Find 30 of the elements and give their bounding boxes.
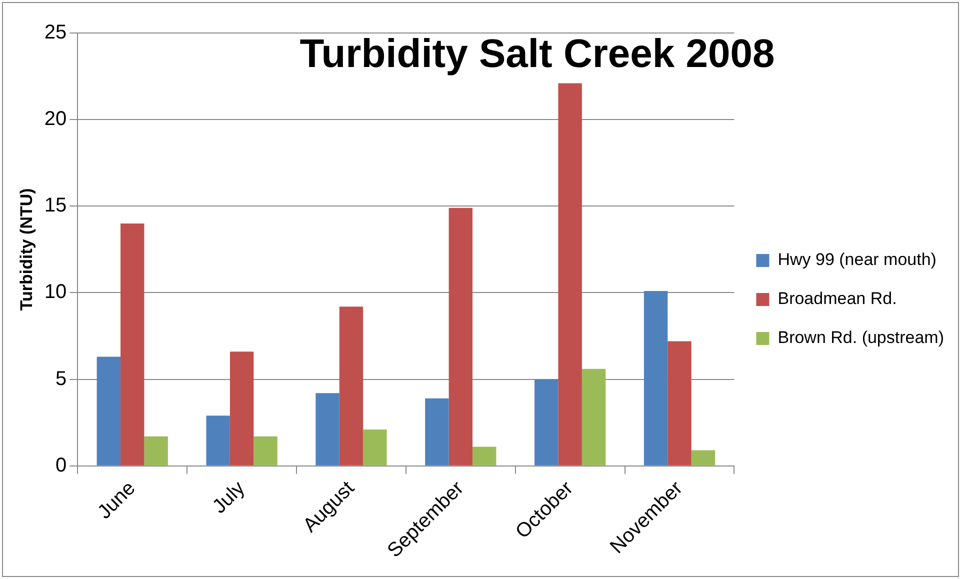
bar [339, 306, 364, 466]
chart-title: Turbidity Salt Creek 2008 [300, 32, 775, 76]
bar [448, 208, 473, 466]
bar [144, 436, 168, 466]
y-tick-label: 5 [56, 368, 67, 390]
bar [582, 368, 606, 466]
y-tick-label: 20 [44, 108, 67, 130]
bar [206, 416, 230, 466]
bar [363, 429, 387, 466]
bar [254, 436, 278, 466]
bar [230, 352, 254, 466]
bar [316, 393, 340, 466]
x-tick-label: July [208, 477, 250, 518]
bar [668, 341, 692, 466]
y-tick-label: 10 [44, 281, 67, 304]
bar [691, 450, 716, 466]
bar [425, 398, 449, 466]
bar [558, 83, 582, 466]
bar [96, 356, 121, 466]
legend-label: Brown Rd. (upstream) [778, 328, 944, 348]
bar [120, 223, 144, 466]
legend-label: Hwy 99 (near mouth) [778, 250, 936, 270]
bar [644, 290, 668, 466]
y-tick-label: 0 [56, 454, 67, 476]
y-axis-title: Turbidity (NTU) [16, 188, 36, 311]
bar [534, 379, 558, 466]
y-tick-label: 15 [44, 194, 67, 217]
legend-label: Broadmean Rd. [778, 289, 897, 308]
y-tick-label: 25 [44, 22, 67, 44]
bar [472, 446, 496, 466]
